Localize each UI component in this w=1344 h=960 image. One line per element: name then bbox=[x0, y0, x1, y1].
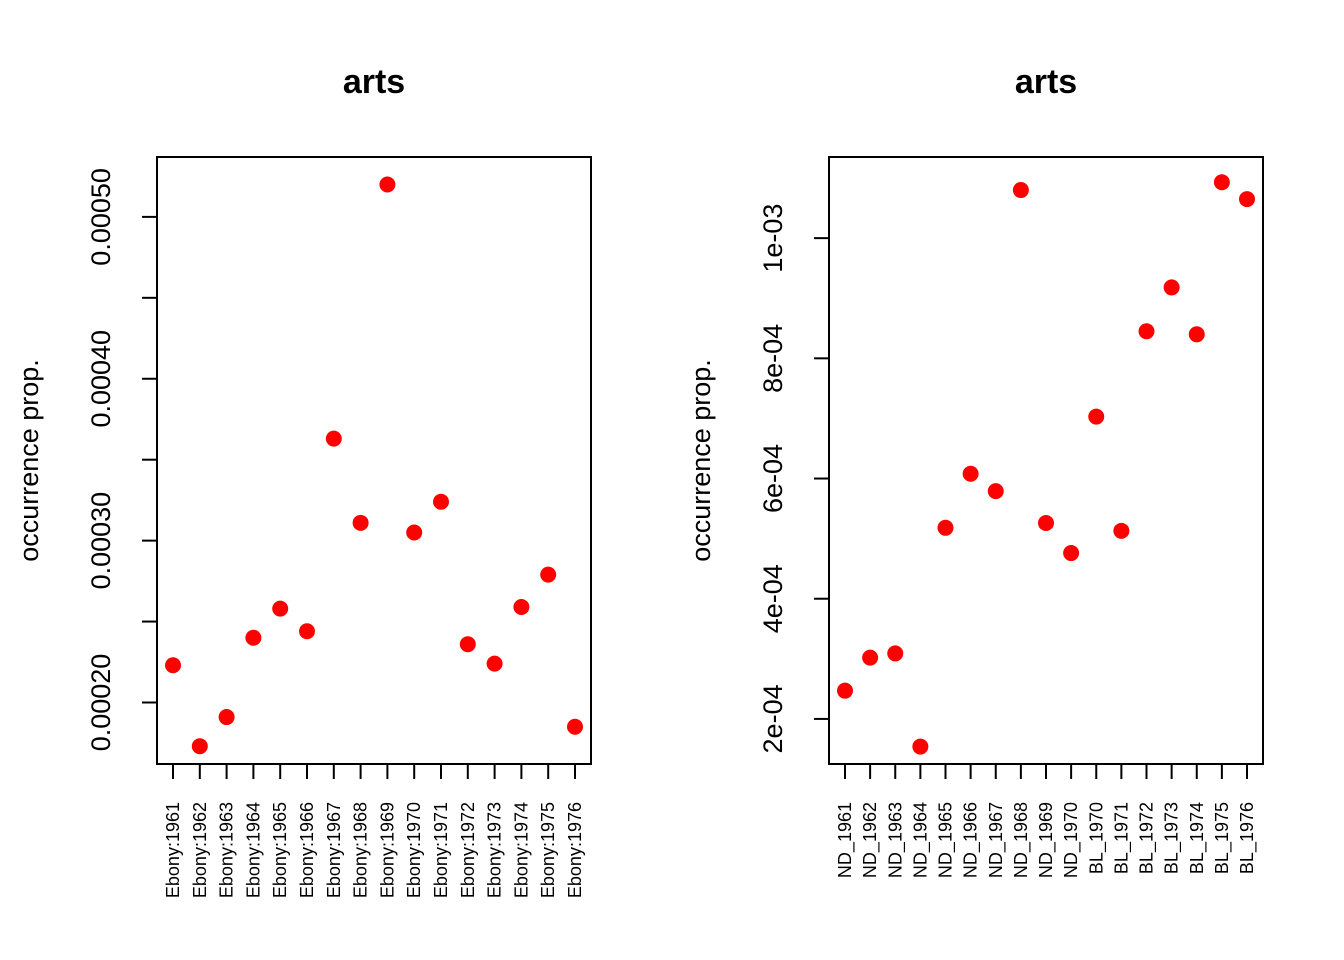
data-point bbox=[837, 682, 853, 699]
data-point bbox=[1188, 326, 1205, 343]
y-tick-label: 6e-04 bbox=[758, 444, 788, 513]
data-point bbox=[352, 514, 369, 531]
data-point bbox=[325, 430, 342, 447]
x-tick-label: ND_1963 bbox=[885, 802, 906, 878]
x-tick-label: Ebony:1976 bbox=[565, 802, 585, 898]
x-tick-label: Ebony:1969 bbox=[377, 802, 397, 898]
x-tick-label: Ebony:1963 bbox=[217, 802, 237, 898]
x-tick-label: ND_1966 bbox=[961, 802, 982, 878]
data-point bbox=[513, 598, 530, 615]
data-point bbox=[379, 176, 396, 193]
x-tick-label: ND_1970 bbox=[1061, 802, 1082, 878]
x-tick-label: ND_1964 bbox=[910, 802, 931, 878]
data-point bbox=[1113, 522, 1130, 539]
x-tick-label: BL_1973 bbox=[1162, 802, 1183, 874]
x-tick-label: BL_1972 bbox=[1137, 802, 1158, 874]
y-tick-label: 0.00040 bbox=[86, 330, 116, 428]
right-panel: arts occurrence prop. 2e-04 4e-04 6e-04 8e-04… bbox=[686, 63, 1264, 878]
data-point bbox=[1038, 515, 1054, 532]
data-point bbox=[459, 636, 476, 653]
y-tick-label: 0.00050 bbox=[86, 168, 116, 266]
x-tick-label: Ebony:1973 bbox=[485, 802, 505, 898]
y-tick-label: 4e-04 bbox=[758, 564, 788, 633]
x-tick-label: BL_1975 bbox=[1212, 802, 1233, 874]
data-point bbox=[1088, 408, 1105, 425]
y-tick-label: 1e-03 bbox=[758, 204, 788, 273]
left-panel: arts occurrence prop. 0.00020 0.00030 0.0004… bbox=[14, 63, 592, 898]
data-point bbox=[299, 623, 315, 640]
data-point bbox=[1163, 279, 1180, 296]
data-point bbox=[937, 519, 954, 536]
data-point bbox=[567, 718, 583, 735]
y-tick-label: 8e-04 bbox=[758, 324, 788, 393]
data-point bbox=[191, 738, 208, 755]
x-tick-label: Ebony:1970 bbox=[404, 802, 424, 898]
data-point bbox=[272, 600, 289, 617]
data-point bbox=[540, 566, 557, 583]
data-point bbox=[1138, 323, 1155, 340]
data-point bbox=[1012, 182, 1029, 199]
y-tick-label: 2e-04 bbox=[758, 684, 788, 753]
x-tick-label: ND_1962 bbox=[860, 802, 881, 878]
x-tick-label: ND_1968 bbox=[1011, 802, 1032, 878]
x-tick-label: Ebony:1966 bbox=[297, 802, 317, 898]
y-tick-label: 0.00030 bbox=[86, 492, 116, 590]
data-point bbox=[862, 649, 879, 666]
x-tick-label: Ebony:1975 bbox=[538, 802, 558, 898]
x-tick-label: Ebony:1965 bbox=[270, 802, 290, 898]
chart-title: arts bbox=[1015, 63, 1077, 101]
x-tick-label: Ebony:1974 bbox=[511, 802, 531, 898]
chart-title: arts bbox=[343, 63, 405, 101]
data-point bbox=[406, 524, 423, 541]
data-point bbox=[987, 483, 1004, 500]
x-tick-label: ND_1969 bbox=[1036, 802, 1057, 878]
data-point bbox=[486, 655, 503, 672]
x-tick-label: BL_1971 bbox=[1111, 802, 1132, 874]
data-point bbox=[1239, 191, 1255, 208]
x-tick-label: BL_1976 bbox=[1237, 802, 1258, 874]
data-point bbox=[1063, 545, 1080, 562]
x-tick-label: Ebony:1972 bbox=[458, 802, 478, 898]
plot-frame bbox=[156, 156, 592, 765]
y-axis-label: occurrence prop. bbox=[686, 359, 716, 562]
data-point bbox=[887, 645, 904, 662]
data-point bbox=[1213, 174, 1230, 191]
x-tick-label: Ebony:1961 bbox=[163, 802, 183, 898]
x-tick-label: ND_1965 bbox=[936, 802, 957, 878]
y-tick-label: 0.00020 bbox=[86, 654, 116, 752]
data-point bbox=[245, 629, 262, 646]
x-tick-label: Ebony:1964 bbox=[243, 802, 263, 898]
x-tick-label: ND_1961 bbox=[835, 802, 856, 878]
data-point bbox=[433, 493, 449, 510]
x-tick-label: BL_1974 bbox=[1187, 802, 1208, 874]
data-point bbox=[912, 738, 929, 755]
x-tick-label: BL_1970 bbox=[1086, 802, 1107, 874]
data-point bbox=[165, 657, 181, 674]
data-point bbox=[962, 465, 979, 482]
x-tick-label: Ebony:1971 bbox=[431, 802, 451, 898]
x-tick-label: ND_1967 bbox=[986, 802, 1007, 878]
x-tick-label: Ebony:1967 bbox=[324, 802, 344, 898]
x-tick-label: Ebony:1962 bbox=[190, 802, 210, 898]
plot-frame bbox=[828, 156, 1264, 765]
y-axis-label: occurrence prop. bbox=[14, 359, 44, 562]
x-tick-label: Ebony:1968 bbox=[351, 802, 371, 898]
data-point bbox=[218, 709, 235, 726]
